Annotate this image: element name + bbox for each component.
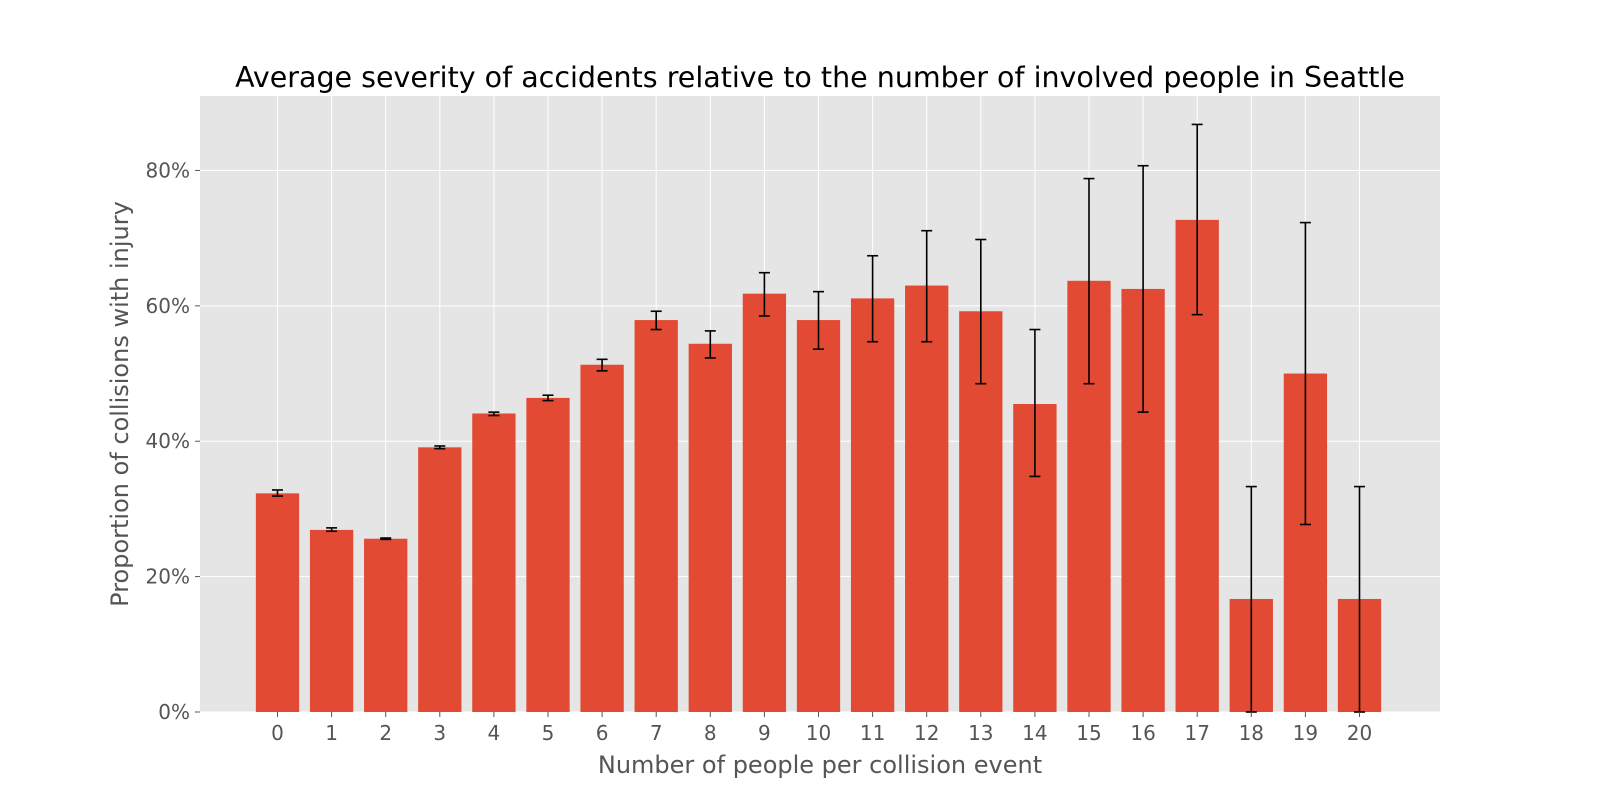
x-tick-label: 20 (1347, 721, 1372, 745)
bar (634, 320, 678, 712)
error-bar (867, 254, 879, 343)
x-tick-label: 14 (1022, 721, 1047, 745)
x-tick-label: 15 (1076, 721, 1101, 745)
x-tick-label: 3 (433, 721, 446, 745)
error-bar (650, 310, 662, 331)
x-tick-label: 2 (379, 721, 392, 745)
x-tick-label: 17 (1184, 721, 1209, 745)
bar (580, 364, 624, 712)
error-bar (813, 290, 824, 350)
x-tick-label: 0 (271, 721, 284, 745)
bar (796, 320, 841, 712)
error-bar (1299, 221, 1311, 526)
y-tick-label: 60% (146, 294, 190, 318)
x-tick-label: 5 (542, 721, 555, 745)
bar (418, 447, 462, 712)
bar (905, 285, 949, 712)
error-bar (596, 358, 608, 372)
y-axis-ticks: 0% 20% 40% 60% 80% (146, 158, 200, 724)
bar (364, 538, 408, 712)
x-tick-label: 16 (1130, 721, 1155, 745)
x-tick-label: 12 (914, 721, 939, 745)
error-bar (1029, 328, 1041, 478)
error-bar (488, 411, 500, 417)
bar (742, 293, 787, 712)
error-bar (380, 537, 392, 541)
bar (688, 343, 732, 712)
y-tick-label: 20% (146, 565, 190, 589)
chart-title: Average severity of accidents relative t… (235, 61, 1405, 94)
x-tick-label: 19 (1293, 721, 1318, 745)
x-tick-label: 7 (650, 721, 663, 745)
x-tick-label: 10 (806, 721, 831, 745)
bars (255, 219, 1382, 712)
bar (309, 529, 354, 712)
error-bar (1083, 177, 1095, 385)
y-tick-label: 0% (158, 700, 190, 724)
error-bar (272, 489, 283, 497)
error-bar (542, 394, 554, 402)
x-tick-label: 13 (968, 721, 993, 745)
y-axis-label: Proportion of collisions with injury (106, 201, 134, 607)
x-axis-ticks: 0 1 2 3 4 5 6 7 8 9 10 11 12 13 14 15 16 17 18 19 20 (271, 712, 1372, 745)
y-tick-label: 80% (146, 158, 190, 182)
error-bar (434, 445, 446, 450)
error-bar (1191, 123, 1203, 316)
x-tick-label: 1 (325, 721, 338, 745)
x-tick-label: 6 (596, 721, 609, 745)
y-tick-label: 40% (146, 429, 190, 453)
error-bar (758, 271, 770, 317)
bar (255, 493, 300, 712)
x-tick-label: 4 (488, 721, 501, 745)
error-bar (975, 238, 987, 385)
x-tick-label: 9 (758, 721, 771, 745)
error-bar (1137, 164, 1149, 413)
bar (472, 413, 516, 712)
error-bar (704, 330, 716, 359)
bar (850, 298, 895, 712)
error-bar (326, 527, 338, 533)
x-axis-label: Number of people per collision event (598, 751, 1042, 779)
x-tick-label: 18 (1239, 721, 1264, 745)
x-tick-label: 11 (860, 721, 885, 745)
error-bar (921, 229, 933, 343)
bar (526, 397, 570, 712)
x-tick-label: 8 (704, 721, 717, 745)
